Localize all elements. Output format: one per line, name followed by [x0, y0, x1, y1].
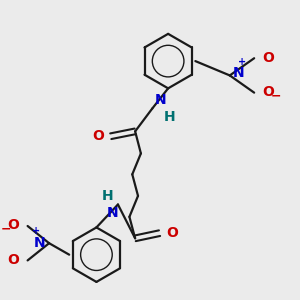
Text: O: O	[93, 129, 104, 143]
Text: O: O	[262, 85, 274, 99]
Text: N: N	[155, 93, 167, 107]
Text: +: +	[238, 57, 247, 68]
Text: O: O	[166, 226, 178, 240]
Text: N: N	[34, 236, 46, 250]
Text: N: N	[106, 206, 118, 220]
Text: −: −	[270, 90, 281, 103]
Text: +: +	[32, 226, 40, 236]
Text: −: −	[1, 223, 11, 236]
Text: N: N	[233, 66, 245, 80]
Text: H: H	[102, 189, 114, 203]
Text: O: O	[8, 218, 20, 233]
Text: O: O	[8, 253, 20, 267]
Text: O: O	[262, 51, 274, 65]
Text: H: H	[164, 110, 176, 124]
